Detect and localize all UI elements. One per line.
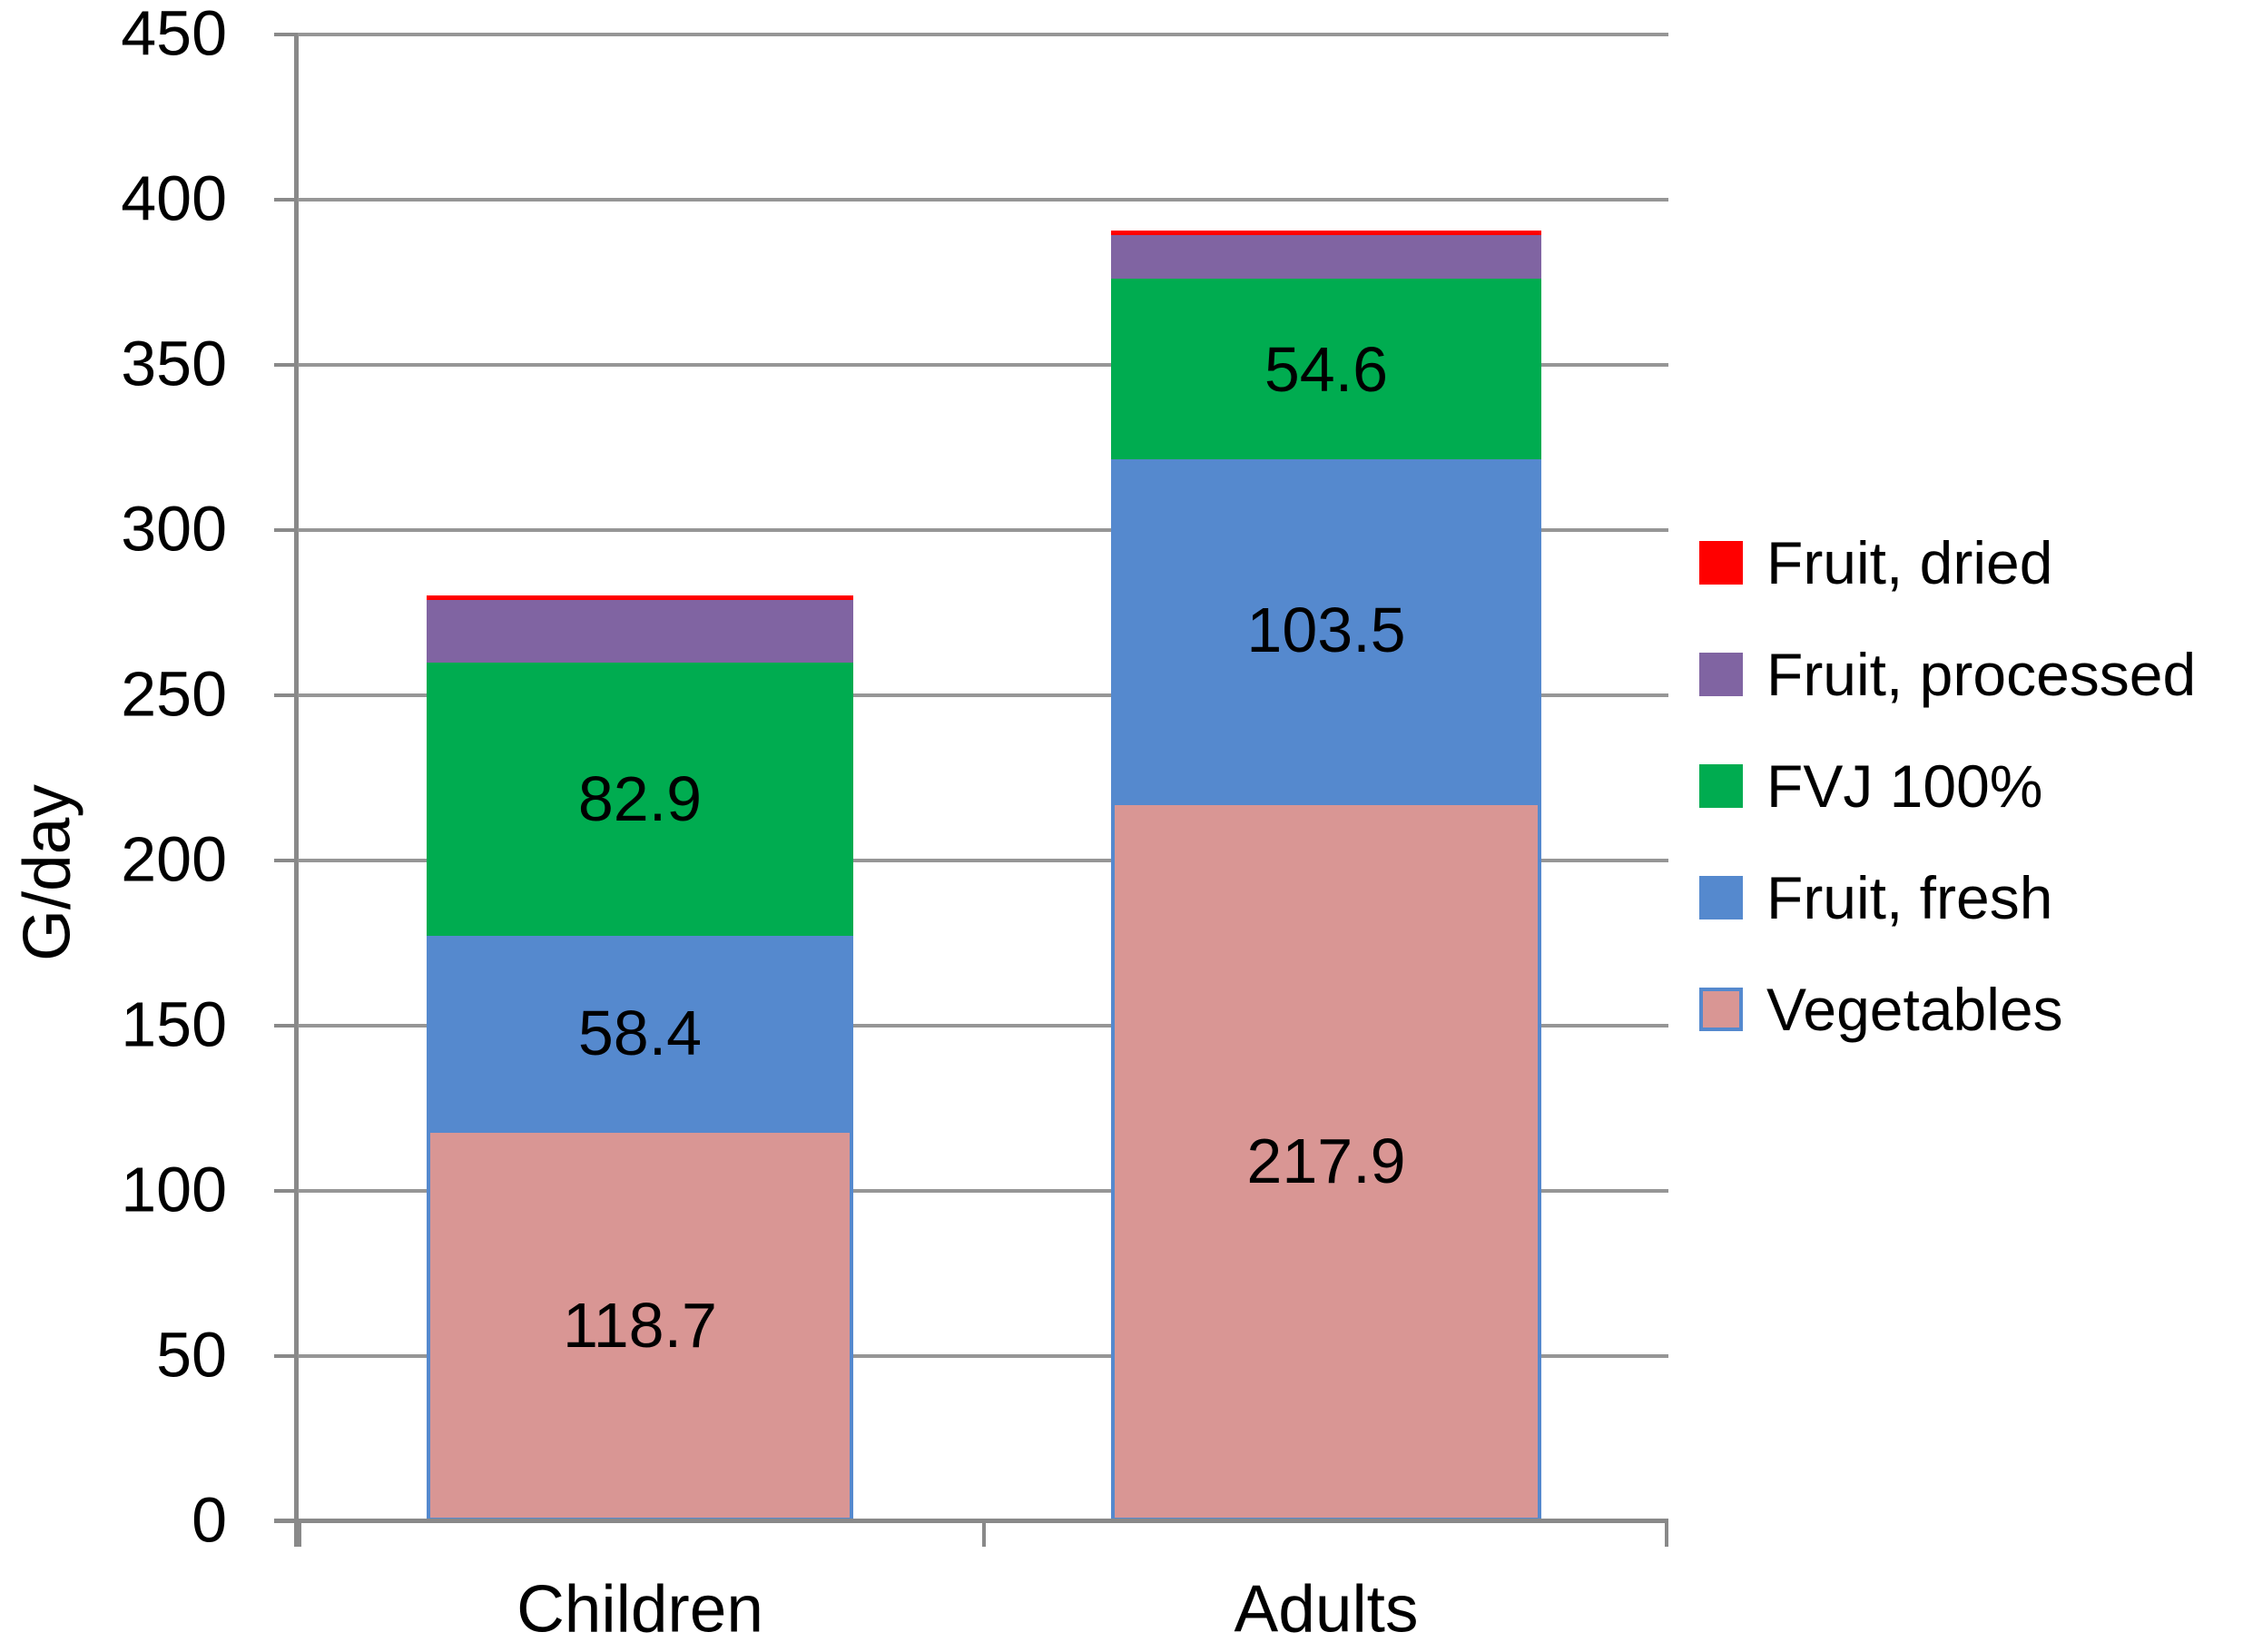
gridline-400 xyxy=(298,198,1668,202)
category-label-adults: Adults xyxy=(1234,1572,1419,1647)
legend-label: Fruit, fresh xyxy=(1766,863,2053,931)
y-tick-label-400: 400 xyxy=(121,162,227,234)
legend-item-fvj-100-: FVJ 100% xyxy=(1699,730,2196,841)
data-label: 54.6 xyxy=(1264,333,1389,405)
segment-fruit-dried xyxy=(427,595,853,601)
gridline-200 xyxy=(298,859,1668,862)
gridline-250 xyxy=(298,693,1668,697)
segment-fruit-fresh xyxy=(1111,459,1541,801)
y-tick-label-450: 450 xyxy=(121,0,227,69)
category-label-children: Children xyxy=(516,1572,763,1647)
y-tick-mark-450 xyxy=(274,33,298,36)
legend-item-fruit-dried: Fruit, dried xyxy=(1699,506,2196,618)
x-tick-mark-0 xyxy=(298,1523,301,1547)
plot-area: 0 50 100 150 200 250 300 350 400 450 118.7 58.4 82.… xyxy=(121,2,1668,1552)
legend-swatch xyxy=(1699,987,1743,1031)
legend-label: Fruit, dried xyxy=(1766,528,2053,596)
y-tick-mark-100 xyxy=(274,1189,298,1193)
y-axis-line xyxy=(294,34,299,1547)
y-tick-label-350: 350 xyxy=(121,328,227,399)
y-tick-label-200: 200 xyxy=(121,823,227,895)
data-label: 103.5 xyxy=(1246,595,1406,666)
legend-item-vegetables: Vegetables xyxy=(1699,953,2196,1065)
y-tick-label-100: 100 xyxy=(121,1154,227,1225)
gridline-300 xyxy=(298,528,1668,532)
legend-label: Fruit, processed xyxy=(1766,640,2197,708)
y-tick-mark-200 xyxy=(274,859,298,862)
segment-fruit-dried xyxy=(1111,230,1541,235)
y-tick-mark-300 xyxy=(274,528,298,532)
legend-label: FVJ 100% xyxy=(1766,752,2043,820)
y-tick-mark-150 xyxy=(274,1024,298,1028)
legend-label: Vegetables xyxy=(1766,975,2063,1043)
y-tick-mark-350 xyxy=(274,363,298,367)
y-tick-mark-250 xyxy=(274,693,298,697)
legend-item-fruit-fresh: Fruit, fresh xyxy=(1699,841,2196,953)
legend-swatch xyxy=(1699,875,1743,919)
segment-fruit-processed xyxy=(427,600,853,663)
y-tick-label-50: 50 xyxy=(156,1319,227,1391)
data-label: 217.9 xyxy=(1246,1126,1406,1197)
data-label: 82.9 xyxy=(577,763,703,835)
gridline-100 xyxy=(298,1189,1668,1193)
x-tick-mark-2 xyxy=(1665,1523,1668,1547)
segment-fruit-fresh xyxy=(427,936,853,1129)
gridline-450 xyxy=(298,33,1668,36)
y-tick-label-300: 300 xyxy=(121,493,227,565)
bar-children: 118.7 58.4 82.9 xyxy=(427,34,853,1521)
legend: Fruit, dried Fruit, processed FVJ 100% Frui… xyxy=(1699,506,2196,1065)
x-tick-mark-1 xyxy=(982,1523,986,1547)
segment-vegetables xyxy=(1111,801,1541,1521)
y-axis-title: G/day xyxy=(10,784,84,961)
segment-fvj-100- xyxy=(427,662,853,937)
x-axis-line xyxy=(274,1519,1668,1523)
legend-item-fruit-processed: Fruit, processed xyxy=(1699,618,2196,730)
legend-swatch xyxy=(1699,763,1743,808)
data-label: 58.4 xyxy=(577,997,703,1068)
gridline-150 xyxy=(298,1024,1668,1028)
y-tick-label-250: 250 xyxy=(121,658,227,730)
data-label: 118.7 xyxy=(563,1289,717,1361)
y-tick-mark-50 xyxy=(274,1354,298,1358)
y-tick-label-150: 150 xyxy=(121,988,227,1060)
gridline-350 xyxy=(298,363,1668,367)
y-tick-label-0: 0 xyxy=(192,1484,227,1556)
y-tick-mark-400 xyxy=(274,198,298,202)
gridline-50 xyxy=(298,1354,1668,1358)
bar-adults: 217.9 103.5 54.6 xyxy=(1111,34,1541,1521)
segment-vegetables xyxy=(427,1128,853,1521)
legend-swatch xyxy=(1699,652,1743,696)
segment-fruit-processed xyxy=(1111,234,1541,280)
segment-fvj-100- xyxy=(1111,279,1541,460)
legend-swatch xyxy=(1699,540,1743,585)
